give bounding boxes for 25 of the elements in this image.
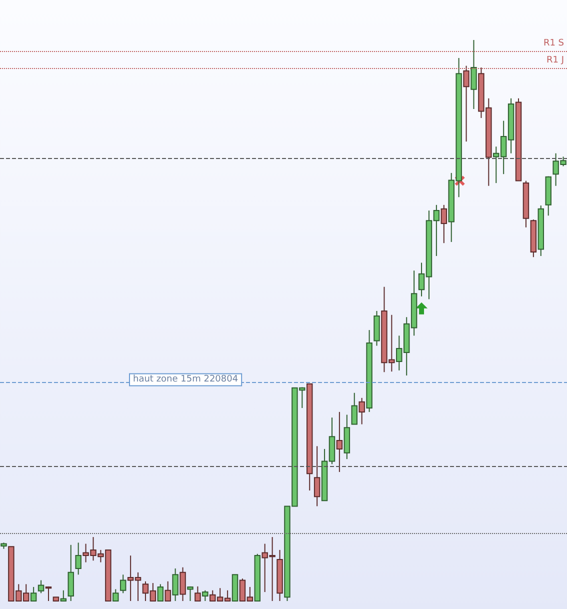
candlestick <box>463 65 470 142</box>
ref-line-label: R1 S <box>543 38 564 49</box>
candlestick <box>68 544 74 602</box>
ref-line-label: haut zone 15m 220804 <box>133 374 238 385</box>
candlestick <box>440 204 448 244</box>
candlestick <box>358 397 365 425</box>
candlestick <box>120 574 126 594</box>
candlestick <box>202 590 208 602</box>
candlestick <box>164 580 171 602</box>
ref-line-label: R1 J <box>546 56 564 66</box>
candlestick <box>314 446 320 507</box>
candlestick <box>38 580 44 594</box>
candlestick <box>351 392 358 425</box>
candlestick <box>180 566 186 602</box>
candlestick <box>112 588 119 602</box>
candlestick <box>75 542 82 576</box>
candlestick <box>187 586 194 602</box>
candlestick <box>45 586 52 602</box>
candlestick <box>194 586 201 602</box>
candlestick <box>172 568 178 602</box>
candlestick <box>30 586 37 602</box>
candlestick <box>470 40 477 110</box>
candlestick <box>157 584 164 602</box>
candlestick <box>336 411 343 472</box>
candlestick <box>60 590 67 602</box>
